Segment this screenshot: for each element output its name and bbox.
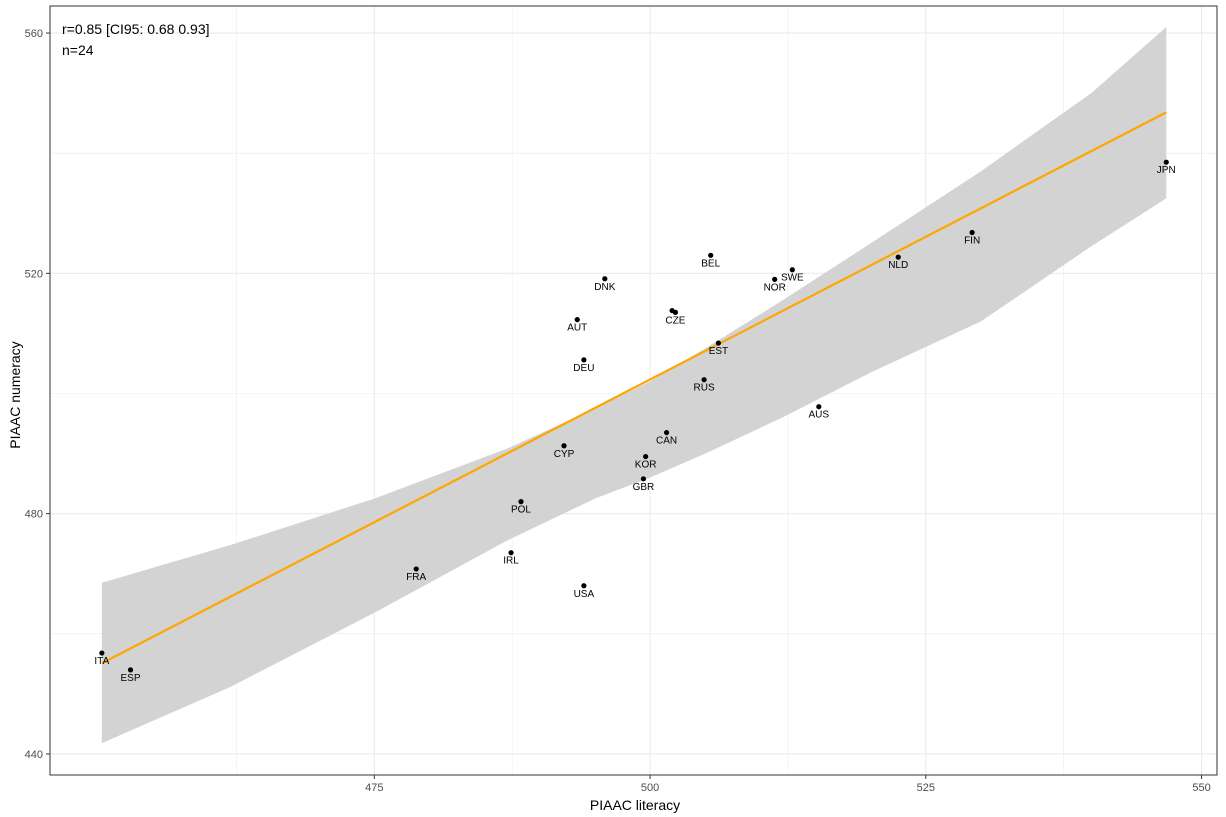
data-point-jpn: [1163, 159, 1169, 165]
point-label-est: EST: [709, 346, 728, 357]
data-point-unlabeled-0: [669, 307, 675, 314]
point-label-fin: FIN: [964, 235, 980, 246]
data-point-nld: [895, 254, 901, 260]
point-label-aus: AUS: [809, 410, 830, 421]
point-label-cze: CZE: [665, 315, 685, 326]
point-label-bel: BEL: [701, 258, 720, 269]
data-point-can: [663, 429, 670, 436]
data-point-usa: [581, 583, 587, 589]
data-point-fin: [969, 229, 975, 236]
data-point-cyp: [561, 443, 567, 449]
correlation-annotation: r=0.85 [CI95: 0.68 0.93]: [62, 21, 210, 37]
y-tick-label: 560: [25, 28, 43, 40]
data-point-aus: [816, 404, 822, 410]
data-point-rus: [701, 377, 707, 383]
data-point-fra: [413, 566, 419, 572]
data-point-est: [715, 340, 722, 346]
point-label-swe: SWE: [781, 273, 804, 284]
point-label-irl: IRL: [503, 556, 519, 567]
data-point-aut: [574, 317, 580, 323]
point-label-rus: RUS: [694, 383, 715, 394]
data-point-kor: [643, 453, 649, 460]
x-tick-label: 525: [917, 782, 935, 794]
data-point-ita: [99, 650, 105, 656]
data-point-dnk: [602, 276, 608, 282]
x-tick-label: 500: [641, 782, 659, 794]
y-tick-label: 440: [25, 749, 43, 761]
data-point-bel: [708, 252, 714, 258]
point-label-kor: KOR: [635, 460, 657, 471]
data-point-swe: [789, 267, 795, 273]
point-label-fra: FRA: [406, 572, 426, 583]
point-label-jpn: JPN: [1157, 165, 1176, 176]
x-axis-title: PIAAC literacy: [590, 797, 680, 813]
data-point-deu: [581, 357, 587, 363]
panel-border: [49, 5, 1218, 776]
x-tick-label: 550: [1192, 782, 1210, 794]
confidence-band: [101, 27, 1167, 744]
data-point-nor: [772, 276, 778, 282]
regression-line: [101, 111, 1167, 665]
data-point-pol: [518, 499, 524, 505]
points-layer: [99, 159, 1169, 673]
data-point-irl: [508, 550, 514, 556]
confidence-band-layer: [101, 27, 1167, 744]
point-label-esp: ESP: [121, 673, 141, 684]
point-label-nor: NOR: [764, 282, 786, 293]
point-label-cyp: CYP: [554, 449, 575, 460]
data-point-gbr: [640, 476, 647, 482]
point-label-pol: POL: [511, 505, 531, 516]
point-label-can: CAN: [656, 436, 677, 447]
fit-line-layer: [101, 111, 1167, 665]
y-tick-label: 520: [25, 268, 43, 280]
axes-layer: 475 500 525 550 440 480 520 560: [25, 5, 1218, 794]
point-label-gbr: GBR: [633, 482, 655, 493]
point-label-dnk: DNK: [594, 282, 615, 293]
point-label-nld: NLD: [888, 260, 908, 271]
point-label-ita: ITA: [94, 656, 109, 667]
x-tick-label: 475: [365, 782, 383, 794]
y-tick-label: 480: [25, 509, 43, 521]
point-label-deu: DEU: [573, 363, 594, 374]
y-axis-title: PIAAC numeracy: [7, 341, 23, 448]
sample-size-annotation: n=24: [62, 42, 94, 58]
point-label-aut: AUT: [567, 323, 587, 334]
point-label-usa: USA: [574, 589, 595, 600]
data-point-esp: [127, 667, 134, 673]
